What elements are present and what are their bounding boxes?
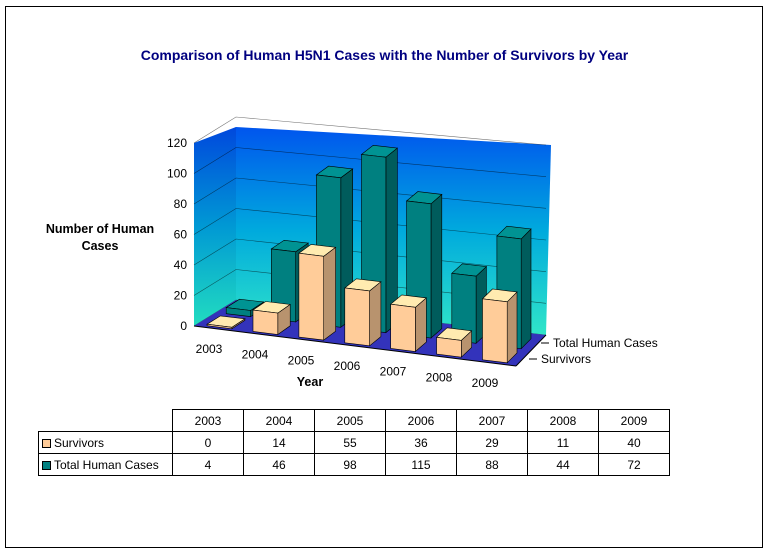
x-tick-label: 2006 xyxy=(334,359,361,373)
x-axis-ticks: 2003 2004 2005 2006 2007 2008 2009 xyxy=(196,342,499,390)
series-name: Survivors xyxy=(54,435,105,450)
y-axis-ticks: 0 20 40 60 80 100 120 xyxy=(167,136,187,333)
series-name: Total Human Cases xyxy=(54,457,159,472)
survivors-legend-key xyxy=(42,438,51,448)
y-tick-label: 100 xyxy=(167,167,187,181)
table-row: Survivors 0 14 55 36 29 11 40 xyxy=(38,431,670,454)
table-header-cell: 2004 xyxy=(243,409,315,432)
total-cases-legend-key xyxy=(42,460,51,470)
table-cell: 115 xyxy=(385,453,457,476)
bar-series xyxy=(206,144,532,364)
x-tick-label: 2008 xyxy=(426,370,453,384)
bar-survivors-2004 xyxy=(252,301,292,336)
table-cell: 0 xyxy=(172,431,244,454)
y-tick-label: 20 xyxy=(174,289,188,303)
x-axis-label: Year xyxy=(296,375,324,389)
table-header-cell: 2005 xyxy=(314,409,386,432)
table-cell: 36 xyxy=(385,431,457,454)
table-header-cell: 2003 xyxy=(172,409,244,432)
gridline xyxy=(193,269,547,304)
table-cell: 14 xyxy=(243,431,315,454)
table-cell: 72 xyxy=(598,453,670,476)
table-cell: 46 xyxy=(243,453,315,476)
gridline xyxy=(193,177,547,209)
series-depth-label: Survivors xyxy=(541,352,591,366)
bar-survivors-2007 xyxy=(389,294,428,353)
gridline xyxy=(193,116,547,146)
table-cell: 55 xyxy=(314,431,386,454)
gridline xyxy=(193,208,547,241)
table-row-header: Survivors xyxy=(38,431,173,454)
table-header-row: 2003 2004 2005 2006 2007 2008 2009 xyxy=(39,409,670,432)
table-row: Total Human Cases 4 46 98 115 88 44 72 xyxy=(38,453,670,476)
data-table: 2003 2004 2005 2006 2007 2008 2009 Survi… xyxy=(38,409,670,476)
series-depth-label: Total Human Cases xyxy=(553,336,658,350)
x-tick-label: 2007 xyxy=(380,365,407,379)
table-corner xyxy=(39,410,173,432)
y-tick-label: 120 xyxy=(167,136,187,150)
table-cell: 44 xyxy=(527,453,599,476)
x-tick-label: 2003 xyxy=(196,342,223,356)
floor-front-edge xyxy=(193,325,517,367)
gridline xyxy=(193,238,547,272)
table-header-cell: 2009 xyxy=(598,409,670,432)
bar-survivors-2005 xyxy=(298,244,337,341)
table-header-cell: 2007 xyxy=(456,409,528,432)
gridline xyxy=(193,147,547,177)
bar-survivors-2008 xyxy=(435,327,473,358)
table-header-cell: 2006 xyxy=(385,409,457,432)
chart-title: Comparison of Human H5N1 Cases with the … xyxy=(140,47,629,63)
table-header-cell: 2008 xyxy=(527,409,599,432)
series-depth-labels: Total Human Cases Survivors xyxy=(529,336,658,366)
y-tick-label: 40 xyxy=(174,258,188,272)
bar-survivors-2009 xyxy=(481,288,518,364)
y-tick-label: 60 xyxy=(174,228,188,242)
table-cell: 29 xyxy=(456,431,528,454)
x-tick-label: 2009 xyxy=(472,376,499,390)
table-cell: 98 xyxy=(314,453,386,476)
x-tick-label: 2005 xyxy=(288,353,315,367)
table-cell: 11 xyxy=(527,431,599,454)
y-axis-label: Number of Human Cases xyxy=(45,222,155,253)
x-tick-label: 2004 xyxy=(242,348,269,362)
table-cell: 88 xyxy=(456,453,528,476)
y-tick-label: 80 xyxy=(174,197,188,211)
table-row-header: Total Human Cases xyxy=(38,453,173,476)
floor-right-edge xyxy=(515,334,547,367)
table-cell: 40 xyxy=(598,431,670,454)
bar-survivors-2006 xyxy=(344,278,382,347)
y-tick-label: 0 xyxy=(180,319,187,333)
bar-survivors-2003 xyxy=(206,315,246,330)
table-cell: 4 xyxy=(172,453,244,476)
side-wall xyxy=(194,127,236,326)
bar-total-cases-2008 xyxy=(451,263,488,344)
